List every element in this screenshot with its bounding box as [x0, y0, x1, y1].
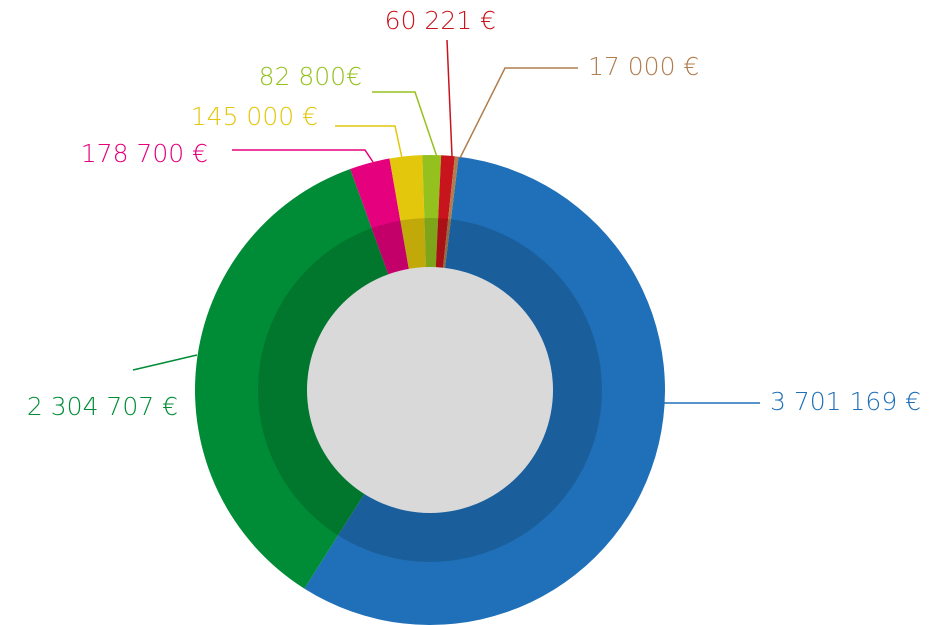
value-label: 145 000 € [191, 102, 318, 131]
value-label: 82 800€ [259, 62, 362, 91]
leader-line [132, 354, 198, 371]
value-label: 3 701 169 € [770, 387, 921, 416]
leader-line [372, 91, 438, 158]
value-label: 178 700 € [81, 139, 208, 168]
leader-line [232, 149, 374, 163]
value-label: 2 304 707 € [27, 392, 178, 421]
value-label: 60 221 € [385, 6, 496, 35]
leader-line [459, 67, 578, 159]
leader-line [446, 39, 453, 157]
value-label: 17 000 € [588, 52, 699, 81]
donut-hole [307, 267, 553, 513]
inner-ring-shade [258, 218, 602, 562]
leader-line [335, 125, 403, 159]
